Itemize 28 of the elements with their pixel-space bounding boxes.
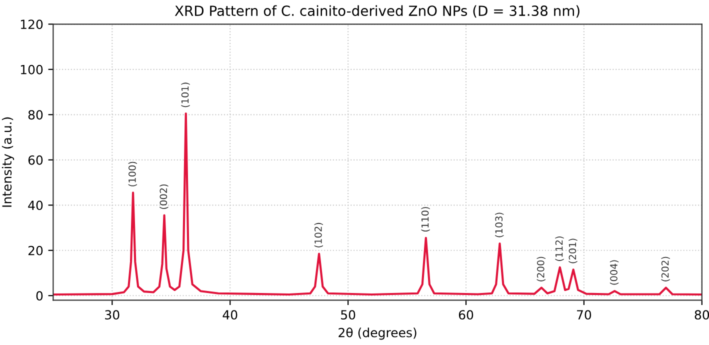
y-tick-label: 40 xyxy=(28,200,43,210)
x-tick-label: 50 xyxy=(341,310,356,320)
y-axis-title: Intensity (a.u.) xyxy=(2,117,14,207)
x-tick-label: 40 xyxy=(222,310,238,320)
y-tick-label: 80 xyxy=(28,110,43,120)
y-tick-label: 120 xyxy=(20,20,43,30)
x-tick-label: 60 xyxy=(458,310,474,320)
x-tick-label: 30 xyxy=(105,310,120,320)
y-tick-label: 60 xyxy=(28,155,43,165)
annotation: (202) xyxy=(661,256,670,282)
y-tick-label: 20 xyxy=(28,246,43,256)
annotation: (200) xyxy=(536,256,546,282)
annotation: (103) xyxy=(495,212,504,238)
annotation: (002) xyxy=(160,184,168,209)
annotation: (102) xyxy=(314,222,324,248)
annotation: (100) xyxy=(128,162,137,186)
x-axis-title: 2θ (degrees) xyxy=(338,328,416,340)
annotation: (101) xyxy=(181,82,190,108)
annotation: (201) xyxy=(568,238,578,264)
annotation: (112) xyxy=(555,236,564,261)
line-series xyxy=(53,112,702,296)
chart-title: XRD Pattern of C. cainito-derived ZnO NPs (D = 31.38 nm) xyxy=(174,5,580,18)
y-tick-label: 100 xyxy=(20,64,43,74)
x-tick-label: 80 xyxy=(694,310,709,320)
y-tick-label: 0 xyxy=(36,291,43,301)
x-tick-label: 70 xyxy=(577,310,592,320)
annotation: (110) xyxy=(421,207,430,232)
annotation: (004) xyxy=(610,260,619,285)
